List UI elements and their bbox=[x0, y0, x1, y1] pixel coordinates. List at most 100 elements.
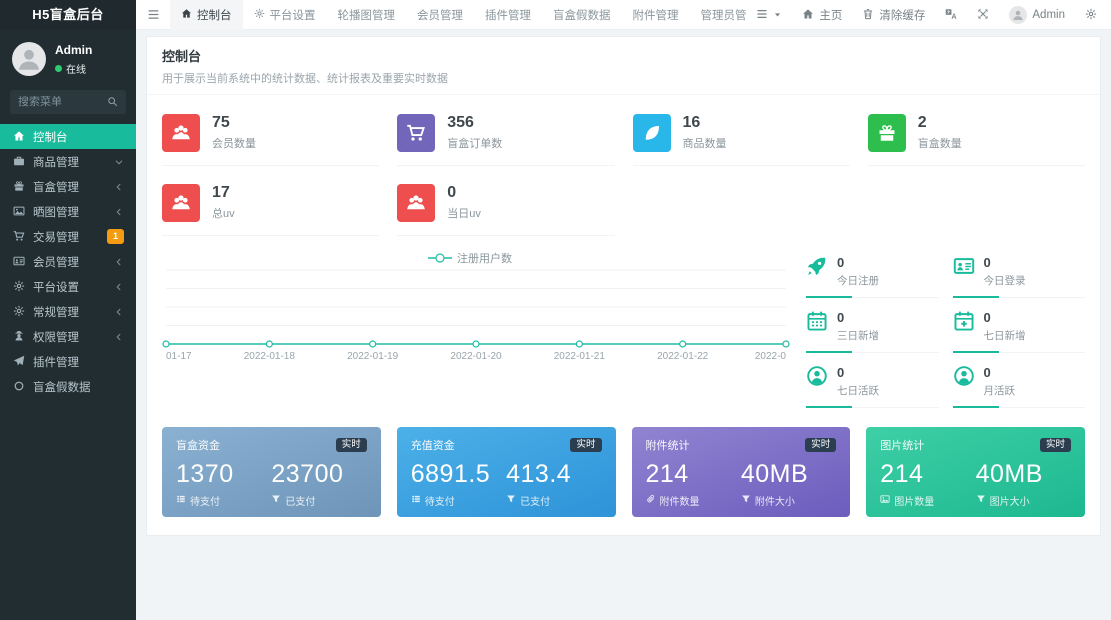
paper-plane-icon bbox=[12, 355, 25, 369]
sidebar-item-plugins[interactable]: 插件管理 bbox=[0, 349, 136, 374]
stat-goods: 16 商品数量 bbox=[632, 108, 850, 166]
users-icon bbox=[162, 114, 200, 152]
sidebar-item-members[interactable]: 会员管理 bbox=[0, 249, 136, 274]
cart-icon bbox=[397, 114, 436, 152]
tab-dashboard[interactable]: 控制台 bbox=[170, 0, 243, 30]
avatar[interactable] bbox=[12, 42, 46, 76]
sidebar-toggle-button[interactable] bbox=[136, 0, 170, 30]
card-attachment-stats: 附件统计 实时 214 附件数量 40MB 附件大小 bbox=[631, 427, 851, 517]
card-recharge-funds: 充值资金 实时 6891.5 待支付 413.4 已支付 bbox=[396, 427, 616, 517]
filter-icon bbox=[976, 494, 986, 506]
image-icon bbox=[880, 494, 890, 506]
user-circle-icon bbox=[953, 365, 975, 388]
briefcase-icon bbox=[12, 155, 25, 169]
sidebar-item-photos[interactable]: 晒图管理 bbox=[0, 199, 136, 224]
language-icon bbox=[945, 8, 957, 22]
gear-icon bbox=[254, 8, 265, 21]
chevron-left-icon bbox=[114, 257, 124, 267]
page-title: 控制台 bbox=[162, 49, 202, 64]
svg-text:2022-01-21: 2022-01-21 bbox=[554, 351, 606, 362]
quick-7day-new: 0 七日新增 bbox=[952, 305, 1085, 353]
trade-badge: 1 bbox=[106, 229, 124, 244]
stat-blindboxes: 2 盲盒数量 bbox=[867, 108, 1085, 166]
list-icon bbox=[756, 8, 768, 22]
svg-text:注册用户数: 注册用户数 bbox=[457, 251, 512, 265]
realtime-badge: 实时 bbox=[335, 438, 367, 452]
language-button[interactable] bbox=[935, 0, 967, 30]
card-image-stats: 图片统计 实时 214 图片数量 40MB 图片大小 bbox=[866, 427, 1085, 517]
cart-icon bbox=[12, 230, 25, 244]
chevron-left-icon bbox=[114, 282, 124, 292]
svg-text:2022-01-22: 2022-01-22 bbox=[657, 351, 709, 362]
sidebar-item-blindbox[interactable]: 盲盒管理 bbox=[0, 174, 136, 199]
sidebar-item-general[interactable]: 常规管理 bbox=[0, 299, 136, 324]
home-icon bbox=[181, 8, 192, 21]
realtime-badge: 实时 bbox=[805, 438, 837, 452]
tabs-overflow-button[interactable] bbox=[746, 0, 792, 30]
sidebar-menu: 控制台 商品管理 盲盒管理 晒图管理 交易管理 1 会员管理 平台设置 常规管理 … bbox=[0, 124, 136, 399]
registrations-line-chart: 01-17 2022-01-18 2022-01-19 2022-01-20 2022-… bbox=[162, 250, 790, 415]
users-icon bbox=[397, 184, 436, 222]
filter-icon bbox=[741, 494, 751, 506]
id-card-icon bbox=[953, 255, 975, 278]
sidebar-item-platform[interactable]: 平台设置 bbox=[0, 274, 136, 299]
realtime-badge: 实时 bbox=[1039, 438, 1071, 452]
home-icon bbox=[802, 8, 814, 22]
stat-value: 17 bbox=[212, 184, 230, 201]
app-logo: H5盲盒后台 bbox=[0, 0, 136, 30]
list-icon bbox=[176, 494, 186, 506]
tab-members[interactable]: 会员管理 bbox=[417, 9, 463, 22]
sidebar-user-panel: Admin 在线 bbox=[0, 30, 136, 86]
leaf-icon bbox=[632, 114, 671, 152]
gear-icon bbox=[12, 280, 25, 294]
home-link[interactable]: 主页 bbox=[792, 0, 852, 30]
search-icon[interactable] bbox=[107, 96, 118, 109]
stat-value: 356 bbox=[447, 114, 474, 131]
user-menu[interactable]: Admin bbox=[999, 0, 1075, 30]
svg-text:2022-01-18: 2022-01-18 bbox=[244, 351, 296, 362]
stat-cards: 75 会员数量 356 盲盒订单数 16 商品数量 2 盲盒数量 bbox=[162, 108, 1085, 248]
chevron-left-icon bbox=[114, 207, 124, 217]
tab-platform-settings[interactable]: 平台设置 bbox=[243, 0, 327, 30]
tab-plugins[interactable]: 插件管理 bbox=[485, 9, 531, 22]
trash-icon bbox=[862, 8, 874, 22]
quick-month-active: 0 月活跃 bbox=[952, 360, 1085, 408]
card-blindbox-funds: 盲盒资金 实时 1370 待支付 23700 已支付 bbox=[162, 427, 381, 517]
sidebar-item-dashboard[interactable]: 控制台 bbox=[0, 124, 136, 149]
tab-admins[interactable]: 管理员管理 bbox=[700, 9, 747, 22]
tab-fakedata[interactable]: 盲盒假数据 bbox=[553, 9, 611, 22]
dashboard-panel: 控制台 用于展示当前系统中的统计数据、统计报表及重要实时数据 75 会员数量 35… bbox=[146, 36, 1101, 536]
filter-icon bbox=[506, 494, 516, 506]
sidebar-item-trade[interactable]: 交易管理 1 bbox=[0, 224, 136, 249]
search-input[interactable] bbox=[18, 96, 107, 108]
svg-text:01-17: 01-17 bbox=[166, 351, 192, 362]
gift-icon bbox=[12, 180, 25, 194]
image-icon bbox=[12, 205, 25, 219]
clear-cache-button[interactable]: 清除缓存 bbox=[852, 0, 935, 30]
id-card-icon bbox=[12, 255, 25, 269]
chevron-left-icon bbox=[114, 182, 124, 192]
stat-total-uv: 17 总uv bbox=[162, 178, 380, 236]
quick-7day-active: 0 七日活跃 bbox=[806, 360, 939, 408]
user-circle-icon bbox=[806, 365, 828, 388]
sidebar-item-goods[interactable]: 商品管理 bbox=[0, 149, 136, 174]
sidebar-item-fakedata[interactable]: 盲盒假数据 bbox=[0, 374, 136, 399]
fullscreen-button[interactable] bbox=[967, 0, 999, 30]
svg-text:2022-01-19: 2022-01-19 bbox=[347, 351, 399, 362]
user-secret-icon bbox=[12, 330, 25, 344]
sidebar: H5盲盒后台 Admin 在线 控制台 商品管理 盲盒管理 晒图管理 交易管理1… bbox=[0, 0, 136, 620]
users-icon bbox=[162, 184, 200, 222]
summary-cards: 盲盒资金 实时 1370 待支付 23700 已支付 充值资金 实时 6891.5 待支付… bbox=[162, 427, 1085, 517]
gear-icon bbox=[1085, 8, 1097, 22]
paperclip-icon bbox=[646, 494, 656, 506]
tab-carousel[interactable]: 轮播图管理 bbox=[337, 9, 396, 22]
settings-button[interactable] bbox=[1075, 0, 1111, 30]
stat-today-uv: 0 当日uv bbox=[397, 178, 615, 236]
topbar: 控制台 平台设置 轮播图管理 会员管理 插件管理 盲盒假数据 附件管理 管理员管… bbox=[136, 0, 1111, 30]
stat-label: 盲盒数量 bbox=[917, 138, 962, 151]
panel-heading: 控制台 用于展示当前系统中的统计数据、统计报表及重要实时数据 bbox=[147, 37, 1100, 95]
chevron-down-icon bbox=[114, 157, 124, 167]
tab-attachments[interactable]: 附件管理 bbox=[632, 9, 679, 22]
sidebar-item-auth[interactable]: 权限管理 bbox=[0, 324, 136, 349]
quick-stats: 0 今日注册 0 今日登录 0 三日新增 0 七日新增 0 七日活跃 0 月活跃 bbox=[806, 250, 1085, 415]
